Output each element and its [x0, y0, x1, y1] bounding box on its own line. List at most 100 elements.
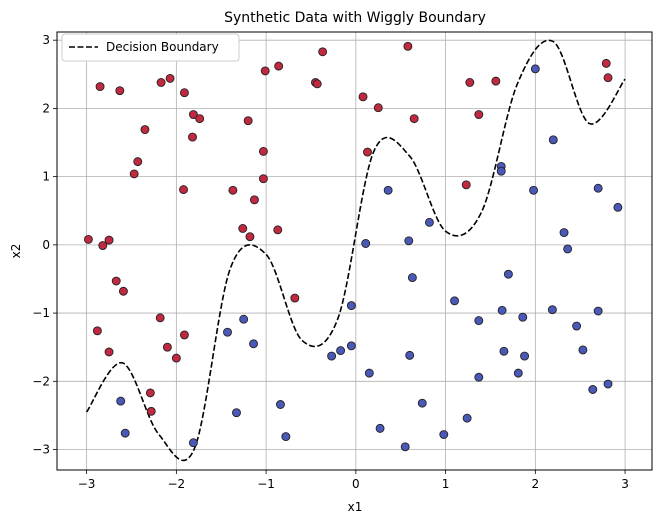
x-tick-label: 0 — [352, 477, 360, 491]
legend: Decision Boundary — [61, 33, 240, 62]
y-axis-label: x2 — [9, 244, 23, 259]
data-point — [373, 103, 383, 113]
data-point — [450, 296, 460, 306]
data-point — [361, 239, 371, 248]
data-point — [593, 183, 603, 193]
y-tick-label: −3 — [32, 443, 50, 457]
data-point — [474, 316, 484, 326]
data-point — [593, 306, 603, 316]
x-tick-label: 3 — [621, 477, 629, 491]
data-point — [92, 326, 102, 336]
data-point — [179, 330, 189, 340]
data-point — [407, 273, 417, 283]
y-tick-label: 1 — [42, 170, 50, 184]
data-point — [529, 185, 538, 195]
data-point — [400, 442, 410, 452]
y-tick-label: 3 — [42, 33, 50, 47]
data-point — [188, 132, 197, 142]
data-point — [613, 202, 623, 212]
data-point — [530, 64, 540, 74]
data-point — [461, 180, 471, 190]
data-point — [145, 388, 155, 398]
data-point — [274, 61, 284, 71]
data-point — [563, 244, 573, 254]
data-point — [409, 114, 419, 124]
data-point — [249, 339, 258, 349]
decision-boundary-path — [85, 39, 626, 462]
legend-label: Decision Boundary — [106, 40, 219, 54]
data-point — [424, 217, 434, 227]
data-point — [179, 88, 189, 98]
data-point — [260, 66, 270, 76]
data-point — [346, 341, 356, 351]
data-point — [133, 157, 143, 167]
data-point — [162, 342, 172, 352]
x-tick-label: −2 — [168, 477, 186, 491]
data-point — [559, 228, 569, 238]
data-point — [520, 351, 530, 361]
data-point — [273, 225, 283, 235]
data-point — [188, 110, 198, 120]
chart-title: Synthetic Data with Wiggly Boundary — [224, 10, 486, 26]
data-point — [239, 314, 249, 324]
data-point — [375, 423, 385, 433]
data-point — [336, 346, 346, 356]
x-tick-label: −3 — [78, 477, 96, 491]
data-point — [603, 73, 613, 83]
axis-ticks: −3 −2 −1 0 1 2 3 −3 −2 −1 0 1 2 3 — [32, 33, 629, 491]
data-point — [588, 385, 598, 394]
data-point — [120, 428, 130, 438]
data-point — [195, 114, 205, 124]
data-point — [497, 305, 507, 315]
data-point — [179, 185, 188, 195]
data-point — [318, 47, 328, 57]
data-point — [104, 347, 114, 357]
x-tick-label: −1 — [257, 477, 275, 491]
data-point — [111, 276, 121, 286]
data-point — [232, 408, 241, 418]
data-point — [603, 379, 613, 389]
data-point — [249, 195, 259, 205]
data-point — [474, 372, 484, 382]
grid — [57, 32, 652, 470]
plot-frame — [56, 31, 653, 471]
data-point — [223, 327, 232, 337]
data-point — [327, 351, 337, 361]
data-point — [312, 79, 322, 89]
data-point — [165, 73, 175, 83]
data-point — [115, 86, 125, 96]
data-point — [83, 234, 93, 244]
data-point — [129, 169, 139, 179]
y-tick-label: 2 — [42, 101, 50, 115]
data-points — [83, 41, 623, 452]
data-point — [383, 185, 393, 195]
data-point — [155, 313, 165, 323]
y-tick-label: −2 — [32, 374, 50, 388]
x-tick-label: 1 — [442, 477, 450, 491]
y-tick-label: 0 — [42, 238, 50, 252]
data-point — [548, 135, 558, 145]
legend-box — [61, 33, 240, 62]
data-point — [465, 78, 475, 87]
y-tick-label: −1 — [32, 306, 50, 320]
data-point — [513, 368, 523, 378]
data-point — [417, 398, 427, 408]
data-point — [499, 346, 509, 356]
data-point — [403, 41, 413, 51]
data-point — [171, 353, 181, 363]
x-axis-label: x1 — [348, 500, 363, 514]
data-point — [188, 438, 198, 448]
data-point — [238, 224, 248, 233]
data-point — [116, 396, 126, 406]
data-point — [95, 82, 105, 92]
data-point — [146, 406, 156, 416]
data-point — [496, 166, 506, 176]
data-point — [104, 235, 114, 245]
data-point — [243, 116, 253, 126]
data-point — [518, 312, 528, 322]
data-point — [98, 241, 108, 250]
data-point — [281, 432, 291, 442]
data-point — [290, 293, 300, 303]
data-point — [363, 147, 372, 157]
